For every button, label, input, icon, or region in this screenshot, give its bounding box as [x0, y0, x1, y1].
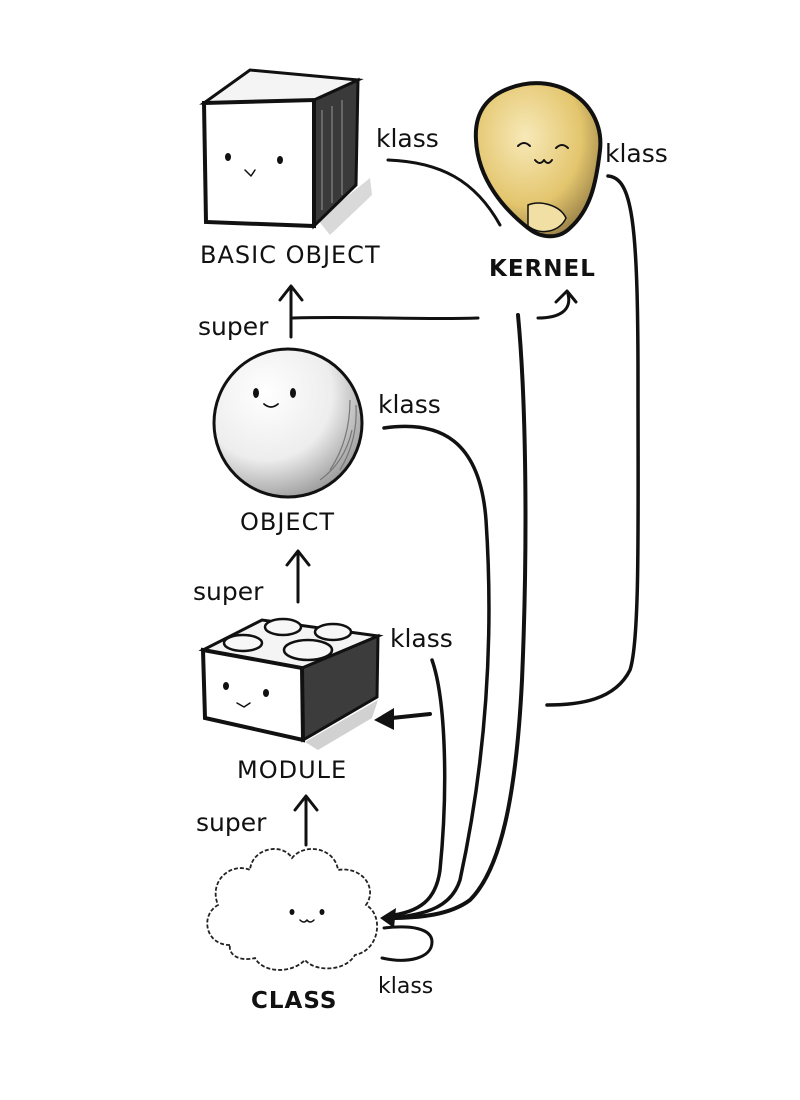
object-super-label: super: [198, 312, 269, 341]
basic-object-klass-label: klass: [376, 124, 439, 153]
class-node: CLASS: [206, 848, 379, 1014]
module-klass-curve: [386, 658, 447, 918]
class-klass-loop: [380, 925, 434, 962]
module-super-arrow: [285, 549, 311, 604]
class-super-label: super: [196, 808, 267, 837]
object-label: OBJECT: [240, 508, 335, 536]
module-node: MODULE: [198, 617, 384, 784]
module-klass-arrow: [390, 712, 432, 720]
class-super-arrow: [293, 794, 319, 847]
object-klass-curve: [382, 424, 491, 920]
kernel-down-curve: [386, 313, 528, 920]
super-edges: super super super: [193, 284, 578, 847]
class-label: CLASS: [251, 988, 337, 1014]
sphere-icon: [212, 347, 364, 499]
object-super-arrow: [278, 284, 304, 339]
class-klass-label: klass: [378, 974, 433, 999]
cube-icon: [199, 68, 372, 235]
kernel-label: KERNEL: [489, 256, 596, 282]
kernel-super-line: [291, 315, 480, 321]
module-klass-label: klass: [390, 624, 453, 653]
module-arrowhead: [374, 708, 394, 730]
basic-object-label: BASIC OBJECT: [200, 241, 381, 269]
basic-object-node: BASIC OBJECT: [199, 68, 381, 269]
module-super-label: super: [193, 577, 264, 606]
kernel-hook-arrow: [536, 289, 578, 320]
bean-icon: [473, 81, 603, 239]
klass-edges: klass klass klass klass klass: [374, 124, 668, 999]
module-label: MODULE: [237, 756, 347, 784]
kernel-node: KERNEL: [473, 81, 603, 282]
kernel-klass-curve: [545, 174, 640, 707]
class-arrowhead: [380, 908, 396, 928]
object-klass-label: klass: [378, 390, 441, 419]
cloud-icon: [206, 848, 379, 971]
basic-object-klass-curve: [386, 158, 502, 227]
lego-brick-icon: [198, 617, 384, 750]
object-node: OBJECT: [212, 347, 364, 536]
kernel-klass-label: klass: [605, 139, 668, 168]
